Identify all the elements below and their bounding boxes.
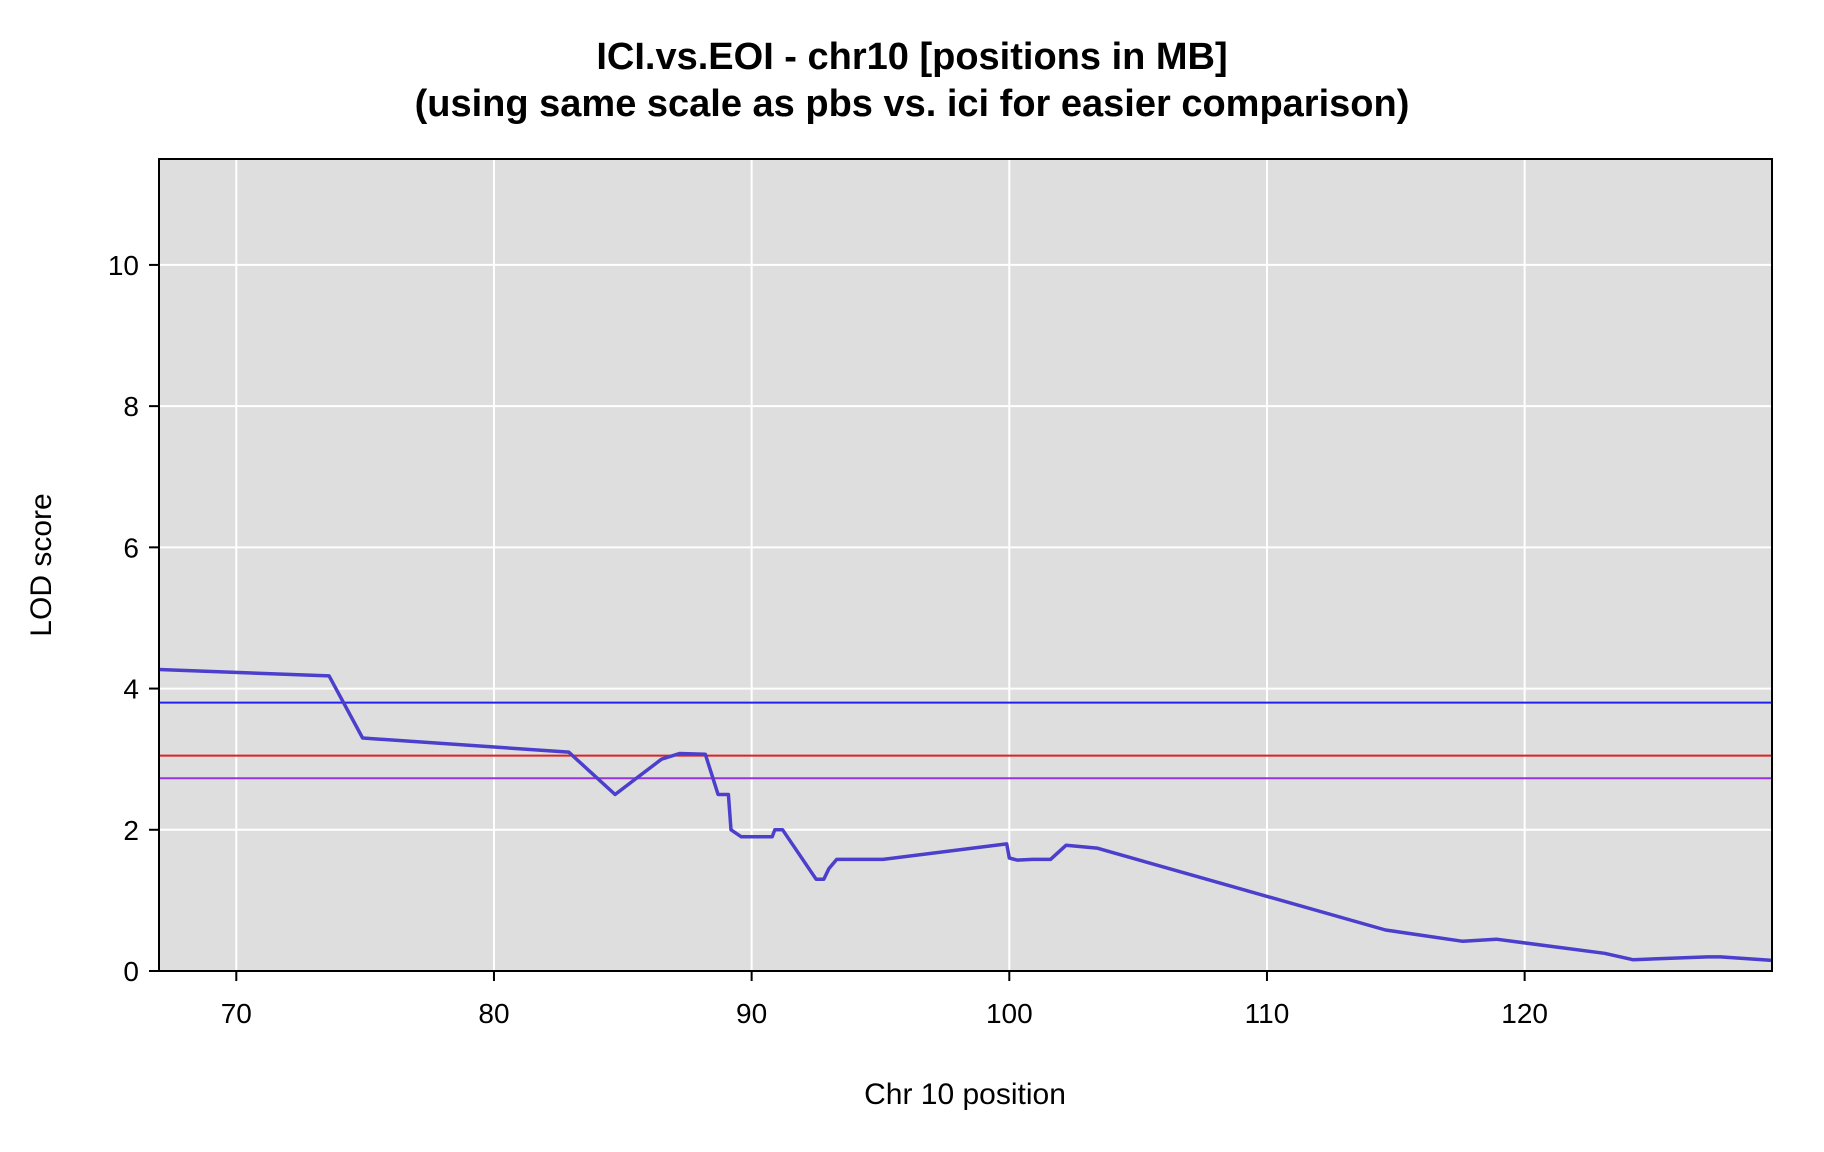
y-tick-label: 6 <box>123 532 139 563</box>
x-tick-label: 120 <box>1501 998 1548 1029</box>
plot-background <box>159 159 1772 971</box>
y-tick-label: 0 <box>123 956 139 987</box>
chart-subtitle: (using same scale as pbs vs. ici for eas… <box>414 83 1410 125</box>
x-tick-label: 80 <box>478 998 509 1029</box>
plot-frame <box>158 158 1773 972</box>
y-tick-label: 10 <box>108 250 139 281</box>
x-tick-label: 110 <box>1245 998 1290 1029</box>
y-tick-label: 8 <box>123 391 139 422</box>
x-tick-label: 100 <box>986 998 1033 1029</box>
y-axis-label: LOD score <box>25 493 58 636</box>
lod-series-line <box>158 667 1773 963</box>
x-tick-label: 90 <box>736 998 767 1029</box>
x-tick-label: 70 <box>221 998 252 1029</box>
y-tick-label: 2 <box>123 815 139 846</box>
chart-title: ICI.vs.EOI - chr10 [positions in MB] <box>596 36 1228 78</box>
y-tick-label: 4 <box>123 674 139 705</box>
x-axis-label: Chr 10 position <box>864 1078 1066 1111</box>
